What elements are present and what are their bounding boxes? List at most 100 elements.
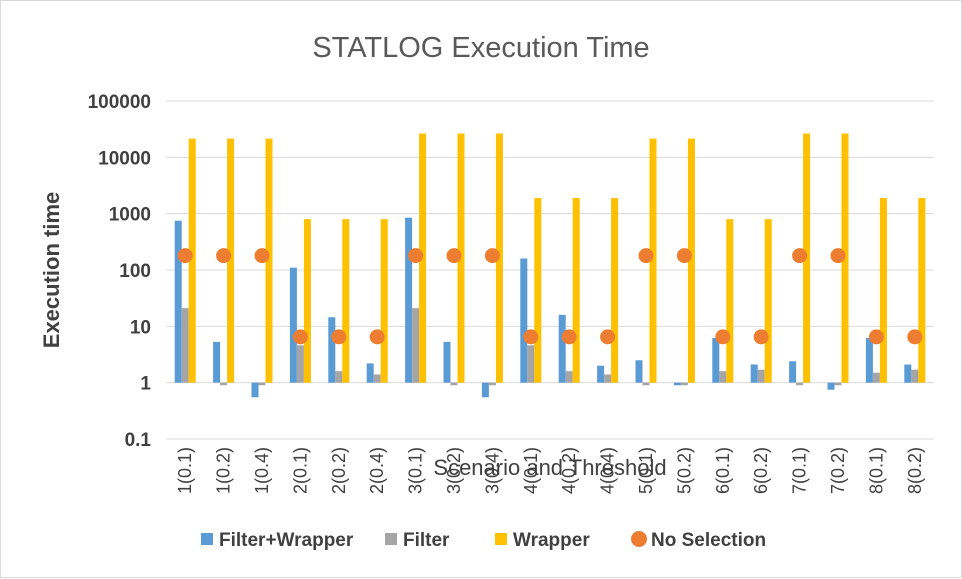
bar-filter-wrapper xyxy=(328,317,336,383)
x-tick-label: 5(0.1) xyxy=(636,447,656,494)
bar-filter xyxy=(258,382,266,386)
no-selection-marker xyxy=(177,248,193,264)
bar-filter-wrapper xyxy=(251,382,259,398)
bar-wrapper xyxy=(726,219,734,383)
x-tick-label: 6(0.2) xyxy=(751,447,771,494)
no-selection-marker xyxy=(254,248,270,264)
y-tick-label: 10000 xyxy=(98,148,151,169)
x-tick-label: 1(0.1) xyxy=(175,447,195,494)
x-tick-label: 4(0.2) xyxy=(559,447,579,494)
legend-label: Filter xyxy=(403,530,450,551)
bar-wrapper xyxy=(188,138,196,383)
bar-wrapper xyxy=(380,219,388,383)
y-tick-label: 100 xyxy=(119,261,151,282)
bar-filter xyxy=(220,382,228,386)
bar-filter xyxy=(796,382,804,386)
bar-filter xyxy=(450,382,458,386)
no-selection-marker xyxy=(216,248,232,264)
bar-filter xyxy=(412,308,420,383)
bar-filter xyxy=(181,308,189,383)
no-selection-marker xyxy=(792,248,808,264)
x-tick-label: 4(0.1) xyxy=(521,447,541,494)
legend: Filter+Wrapper Filter Wrapper No Selection xyxy=(201,530,766,551)
bar-filter-wrapper xyxy=(481,382,489,398)
x-tick-label: 2(0.1) xyxy=(290,447,310,494)
bar-filter-wrapper xyxy=(865,338,873,383)
bars xyxy=(174,133,926,398)
bar-filter-wrapper xyxy=(289,267,297,383)
bar-wrapper xyxy=(572,197,580,383)
bar-filter xyxy=(296,345,304,383)
x-tick-label: 8(0.1) xyxy=(866,447,886,494)
legend-swatch xyxy=(495,533,507,545)
no-selection-marker xyxy=(868,329,884,345)
bar-filter-wrapper xyxy=(635,360,643,383)
chart-title: STATLOG Execution Time xyxy=(312,32,649,64)
legend-label: No Selection xyxy=(651,530,766,551)
no-selection-markers xyxy=(177,248,923,345)
no-selection-marker xyxy=(600,329,616,345)
bar-filter xyxy=(834,382,842,386)
bar-wrapper xyxy=(534,197,542,383)
x-tick-label: 1(0.4) xyxy=(252,447,272,494)
bar-filter xyxy=(719,371,727,383)
no-selection-marker xyxy=(753,329,769,345)
no-selection-marker xyxy=(907,329,923,345)
no-selection-marker xyxy=(830,248,846,264)
bar-filter xyxy=(565,371,573,383)
y-tick-label: 1 xyxy=(140,374,151,395)
x-tick-label: 2(0.2) xyxy=(329,447,349,494)
bar-filter-wrapper xyxy=(520,258,528,383)
bar-filter-wrapper xyxy=(827,382,835,390)
no-selection-marker xyxy=(446,248,462,264)
bar-filter-wrapper xyxy=(174,220,182,383)
gridlines xyxy=(166,100,934,440)
y-tick-label: 0.1 xyxy=(125,430,152,451)
bar-wrapper xyxy=(687,138,695,383)
x-axis-tick-labels: 1(0.1) 1(0.2) 1(0.4) 2(0.1) 2(0.2) 2(0.4) 3(0.… xyxy=(175,447,925,494)
bar-filter xyxy=(604,374,612,383)
x-tick-label: 3(0.1) xyxy=(406,447,426,494)
no-selection-marker xyxy=(523,329,539,345)
x-tick-label: 3(0.2) xyxy=(444,447,464,494)
bar-wrapper xyxy=(303,219,311,383)
x-tick-label: 1(0.2) xyxy=(214,447,234,494)
y-axis-tick-labels: 100000 10000 1000 100 10 1 0.1 xyxy=(88,92,152,451)
bar-wrapper xyxy=(227,138,235,383)
legend-swatch xyxy=(385,533,397,545)
bar-filter-wrapper xyxy=(750,364,758,383)
bar-filter-wrapper xyxy=(712,338,720,383)
x-tick-label: 3(0.4) xyxy=(482,447,502,494)
bar-filter-wrapper xyxy=(597,365,605,383)
bar-wrapper xyxy=(764,219,772,383)
bar-filter xyxy=(757,369,765,383)
bar-wrapper xyxy=(649,138,657,383)
no-selection-marker xyxy=(292,329,308,345)
bar-filter xyxy=(527,345,535,383)
legend-marker xyxy=(631,531,647,547)
bar-wrapper xyxy=(918,197,926,383)
bar-filter xyxy=(642,382,650,386)
bar-filter-wrapper xyxy=(366,363,374,383)
bar-wrapper xyxy=(879,197,887,383)
no-selection-marker xyxy=(331,329,347,345)
bar-filter xyxy=(911,369,919,383)
bar-filter xyxy=(373,374,381,383)
no-selection-marker xyxy=(638,248,654,264)
bar-filter xyxy=(488,382,496,386)
bar-filter-wrapper xyxy=(558,314,566,383)
x-tick-label: 8(0.2) xyxy=(905,447,925,494)
bar-filter-wrapper xyxy=(789,361,797,383)
bar-filter xyxy=(680,382,688,386)
no-selection-marker xyxy=(676,248,692,264)
bar-filter-wrapper xyxy=(673,382,681,386)
bar-filter-wrapper xyxy=(904,364,912,383)
bar-filter xyxy=(872,372,880,383)
bar-wrapper xyxy=(611,197,619,383)
x-tick-label: 6(0.1) xyxy=(713,447,733,494)
no-selection-marker xyxy=(484,248,500,264)
no-selection-marker xyxy=(369,329,385,345)
bar-filter-wrapper xyxy=(405,217,413,383)
x-tick-label: 2(0.4) xyxy=(367,447,387,494)
